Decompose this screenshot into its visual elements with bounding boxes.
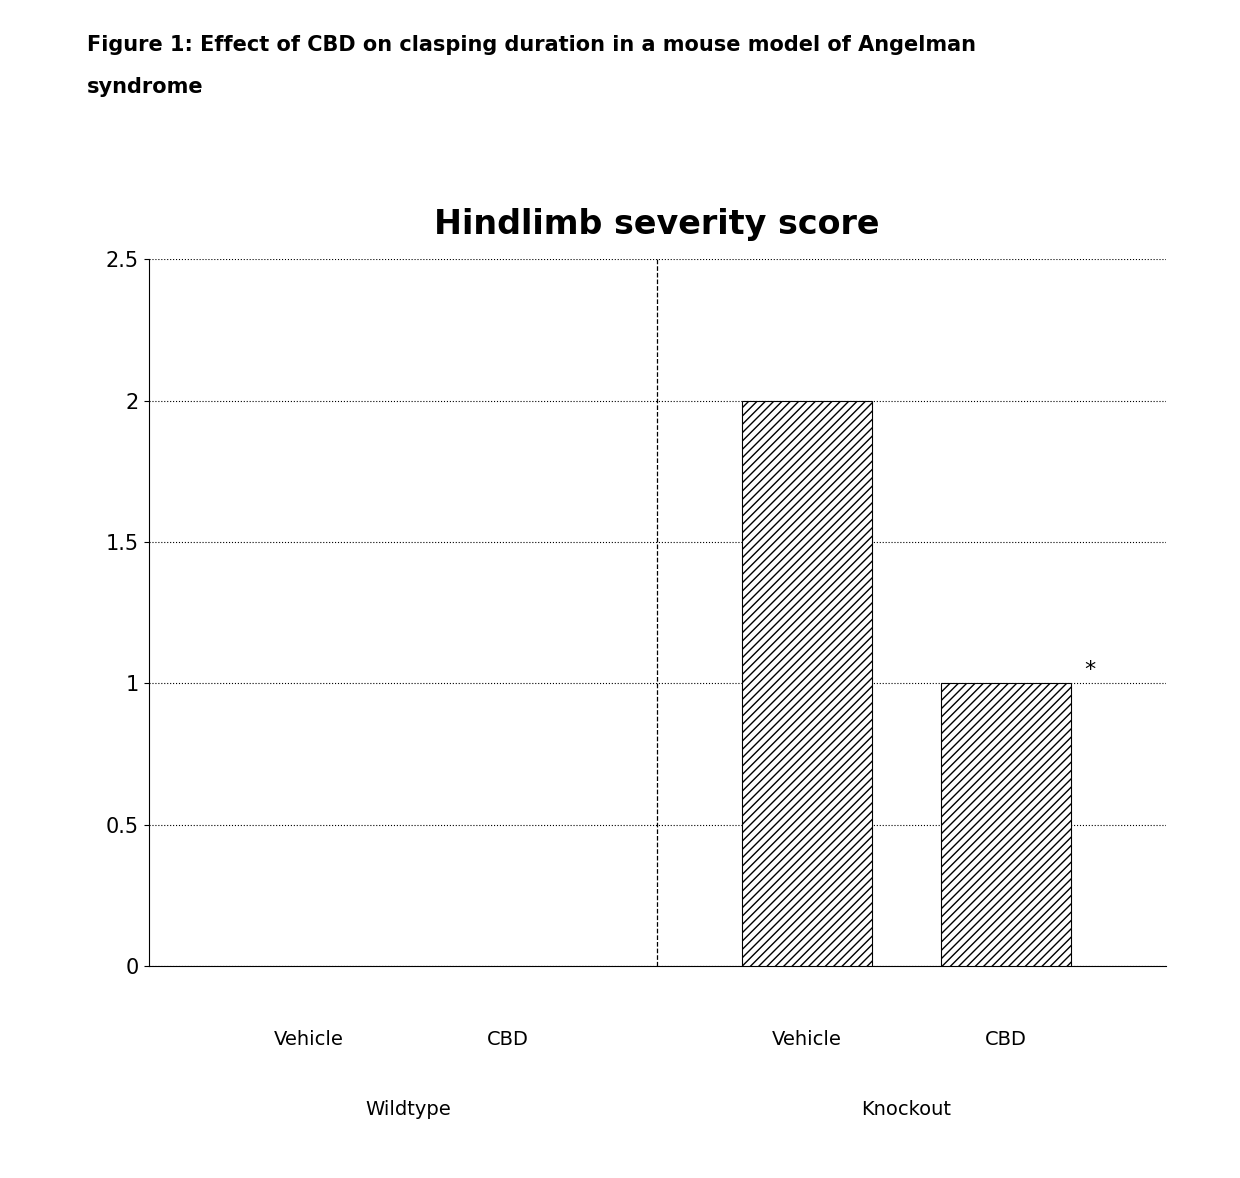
Text: Vehicle: Vehicle bbox=[273, 1030, 343, 1048]
Title: Hindlimb severity score: Hindlimb severity score bbox=[434, 209, 880, 241]
Text: Wildtype: Wildtype bbox=[365, 1100, 451, 1119]
Text: *: * bbox=[1084, 661, 1095, 681]
Bar bbox=[941, 683, 1071, 966]
Text: Figure 1: Effect of CBD on clasping duration in a mouse model of Angelman: Figure 1: Effect of CBD on clasping dura… bbox=[87, 35, 976, 55]
Text: Knockout: Knockout bbox=[862, 1100, 951, 1119]
Text: syndrome: syndrome bbox=[87, 77, 203, 97]
Text: CBD: CBD bbox=[487, 1030, 528, 1048]
Bar bbox=[742, 401, 872, 966]
Text: CBD: CBD bbox=[985, 1030, 1027, 1048]
Text: Vehicle: Vehicle bbox=[771, 1030, 842, 1048]
